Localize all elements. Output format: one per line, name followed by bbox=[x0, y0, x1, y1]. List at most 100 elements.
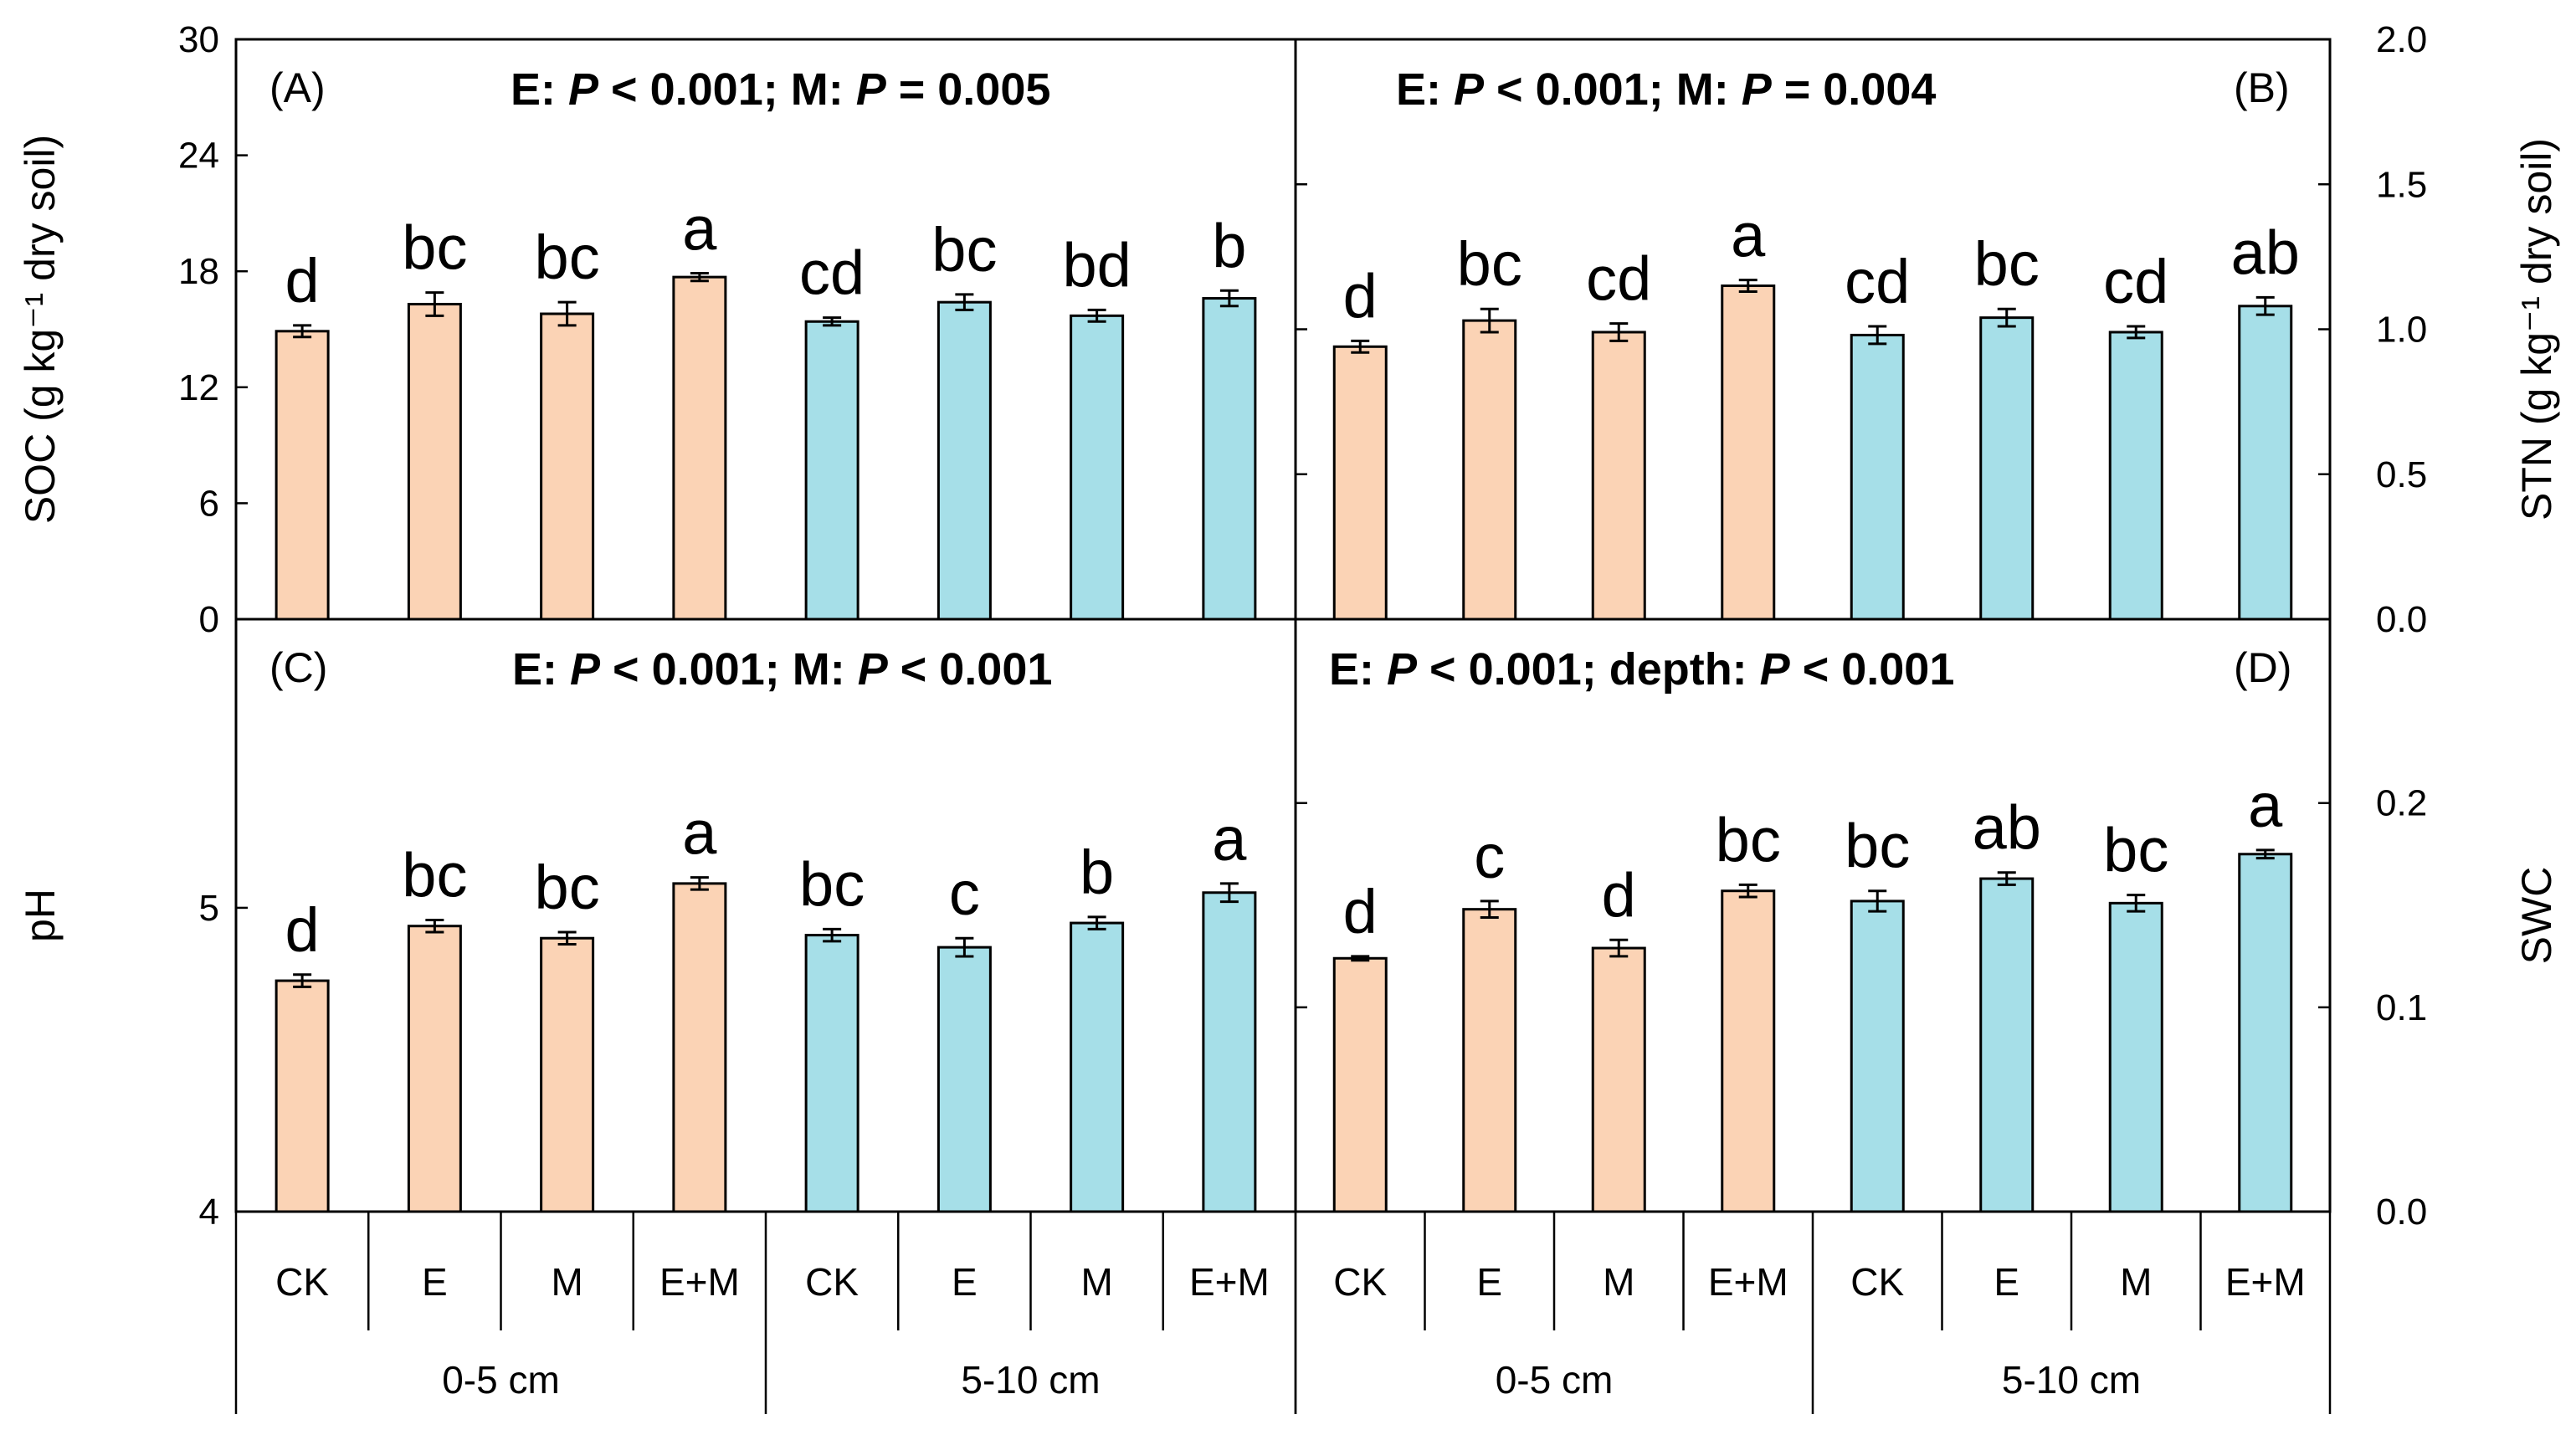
x-tick-label: E bbox=[952, 1260, 978, 1304]
y-tick-label: 0.0 bbox=[2376, 1192, 2427, 1233]
group-label: 5-10 cm bbox=[2002, 1358, 2141, 1402]
bar-d bbox=[1721, 889, 1776, 1213]
y-axis-title: pH bbox=[17, 889, 64, 942]
statistics-annotation: E: P < 0.001; depth: P < 0.001 bbox=[1329, 644, 1954, 694]
bar-b bbox=[2108, 331, 2163, 621]
bar-c bbox=[804, 934, 860, 1213]
y-tick-label: 5 bbox=[199, 888, 219, 929]
y-tick-label: 2.0 bbox=[2376, 19, 2427, 60]
significance-letter: bc bbox=[402, 840, 467, 910]
bar-d bbox=[1462, 908, 1517, 1213]
x-tick-label: E+M bbox=[1189, 1260, 1270, 1304]
y-tick-label: 0.1 bbox=[2376, 987, 2427, 1028]
significance-letter: bc bbox=[931, 215, 997, 284]
bar-c bbox=[275, 979, 330, 1213]
significance-letter: cd bbox=[1586, 244, 1651, 314]
group-label: 0-5 cm bbox=[1496, 1358, 1614, 1402]
y-tick-label: 30 bbox=[178, 19, 219, 60]
panel-frame-a bbox=[234, 38, 1297, 621]
bar-b bbox=[1850, 333, 1905, 621]
significance-letter: cd bbox=[2103, 247, 2168, 316]
significance-letter: bc bbox=[1974, 229, 2040, 299]
significance-letter: d bbox=[1602, 860, 1636, 930]
significance-letter: d bbox=[1343, 261, 1378, 331]
x-tick-label: E+M bbox=[659, 1260, 740, 1304]
panel-label: (A) bbox=[269, 64, 326, 111]
bar-d bbox=[1850, 900, 1905, 1213]
panel-frame-d bbox=[1294, 618, 2332, 1213]
bar-a bbox=[275, 330, 330, 621]
significance-letter: bc bbox=[2103, 816, 2168, 885]
y-tick-label: 4 bbox=[199, 1192, 219, 1233]
bar-a bbox=[1202, 297, 1257, 621]
statistics-fragment: < 0.001; M: bbox=[1484, 64, 1742, 115]
statistics-fragment: < 0.001 bbox=[1790, 644, 1955, 694]
statistics-fragment: P bbox=[1742, 64, 1773, 115]
x-tick-label: E bbox=[1476, 1260, 1502, 1304]
bar-c bbox=[936, 946, 992, 1213]
x-tick-label: CK bbox=[1333, 1260, 1387, 1304]
statistics-fragment: P bbox=[1760, 644, 1791, 694]
significance-letter: bc bbox=[535, 853, 600, 922]
statistics-fragment: < 0.001; M: bbox=[600, 644, 858, 694]
significance-letter: bc bbox=[1716, 805, 1781, 874]
bar-c bbox=[672, 882, 727, 1213]
statistics-fragment: P bbox=[1454, 64, 1485, 115]
significance-letter: ab bbox=[1973, 793, 2041, 863]
statistics-fragment: E: bbox=[511, 64, 568, 115]
significance-letter: bd bbox=[1062, 230, 1131, 300]
y-tick-label: 1.0 bbox=[2376, 310, 2427, 351]
group-label: 0-5 cm bbox=[442, 1358, 560, 1402]
significance-letter: d bbox=[285, 246, 320, 315]
panel-frame-c bbox=[234, 618, 1297, 1213]
statistics-fragment: E: bbox=[1396, 64, 1454, 115]
x-tick-label: M bbox=[1080, 1260, 1112, 1304]
x-tick-label: E+M bbox=[2225, 1260, 2306, 1304]
significance-letter: bc bbox=[1457, 229, 1522, 299]
statistics-fragment: P bbox=[570, 644, 601, 694]
statistics-annotation: E: P < 0.001; M: P = 0.005 bbox=[511, 64, 1050, 115]
significance-letter: a bbox=[1731, 201, 1766, 270]
statistics-annotation: E: P < 0.001; M: P < 0.001 bbox=[512, 644, 1052, 694]
statistics-fragment: = 0.004 bbox=[1772, 64, 1937, 115]
bar-b bbox=[1332, 345, 1388, 621]
statistics-fragment: < 0.001; M: bbox=[598, 64, 856, 115]
y-tick-label: 0.0 bbox=[2376, 599, 2427, 640]
panel-frame-b bbox=[1294, 38, 2332, 621]
y-tick-label: 6 bbox=[199, 483, 219, 524]
bar-b bbox=[1591, 331, 1646, 621]
significance-letter: b bbox=[1080, 838, 1114, 907]
y-tick-label: 0.5 bbox=[2376, 454, 2427, 495]
panel-label: (D) bbox=[2234, 644, 2291, 691]
bar-d bbox=[1332, 956, 1388, 1213]
y-axis-title: STN (g kg⁻¹ dry soil) bbox=[2513, 138, 2560, 520]
y-axis-title: SWC bbox=[2513, 867, 2560, 965]
panel-frames bbox=[234, 38, 2332, 1414]
bar-a bbox=[1070, 314, 1125, 621]
significance-letter: a bbox=[2248, 771, 2283, 840]
significance-letter: b bbox=[1212, 211, 1246, 280]
panel-label: (C) bbox=[269, 644, 327, 691]
y-tick-label: 24 bbox=[178, 136, 219, 177]
x-tick-label: M bbox=[551, 1260, 582, 1304]
significance-letter: c bbox=[949, 859, 980, 928]
bar-c bbox=[1070, 921, 1125, 1213]
bar-d bbox=[1591, 946, 1646, 1213]
statistics-fragment: P bbox=[568, 64, 599, 115]
x-tick-label: CK bbox=[275, 1260, 329, 1304]
significance-letter: a bbox=[682, 798, 717, 868]
significance-letter: cd bbox=[1845, 247, 1910, 316]
statistics-fragment: E: bbox=[1329, 644, 1387, 694]
bar-a bbox=[407, 302, 462, 621]
significance-letter: cd bbox=[799, 238, 865, 308]
bar-d bbox=[2238, 853, 2293, 1213]
bar-a bbox=[936, 300, 992, 621]
y-tick-label: 1.5 bbox=[2376, 164, 2427, 205]
panel-label: (B) bbox=[2234, 64, 2290, 111]
significance-letter: a bbox=[1212, 804, 1247, 874]
x-tick-label: E bbox=[422, 1260, 448, 1304]
significance-letter: a bbox=[682, 194, 717, 264]
bar-c bbox=[1202, 891, 1257, 1213]
x-tick-label: M bbox=[2120, 1260, 2152, 1304]
x-tick-label: M bbox=[1603, 1260, 1634, 1304]
